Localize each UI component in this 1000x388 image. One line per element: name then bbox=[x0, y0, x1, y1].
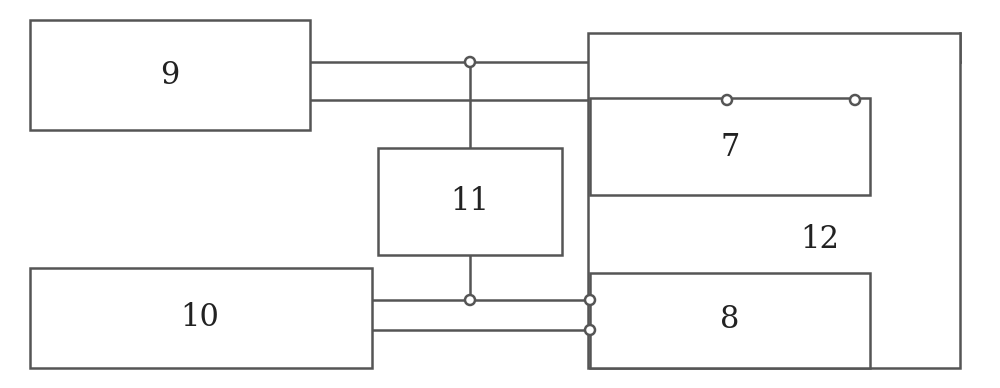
Bar bbox=[588, 33, 960, 368]
Text: 10: 10 bbox=[181, 303, 219, 334]
Circle shape bbox=[722, 95, 732, 105]
Bar bbox=[590, 273, 870, 368]
Bar bbox=[590, 98, 870, 195]
Circle shape bbox=[585, 295, 595, 305]
Circle shape bbox=[465, 57, 475, 67]
Text: 8: 8 bbox=[720, 305, 740, 336]
Text: 7: 7 bbox=[720, 132, 740, 163]
Text: 11: 11 bbox=[450, 185, 490, 217]
Bar bbox=[30, 268, 372, 368]
Bar bbox=[378, 148, 562, 255]
Circle shape bbox=[585, 325, 595, 335]
Circle shape bbox=[850, 95, 860, 105]
Text: 12: 12 bbox=[800, 225, 840, 256]
Text: 9: 9 bbox=[160, 59, 180, 90]
Circle shape bbox=[465, 295, 475, 305]
Bar bbox=[30, 20, 310, 130]
